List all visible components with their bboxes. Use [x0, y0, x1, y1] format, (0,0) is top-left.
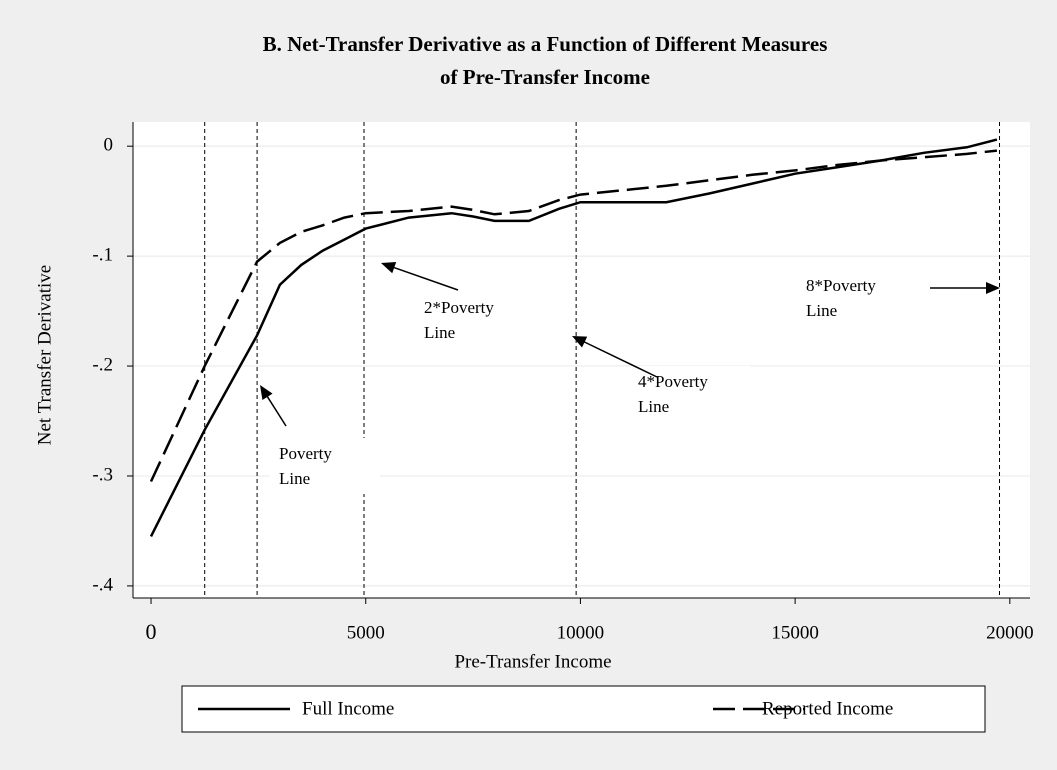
legend: [181, 685, 986, 733]
x-tick-label: 10000: [557, 622, 605, 643]
annotation-text: Line: [424, 323, 455, 342]
annotation-background: [630, 366, 750, 422]
y-tick-label: 0: [104, 135, 114, 156]
annotation-arrowhead: [986, 282, 1000, 294]
x-axis-label: Pre-Transfer Income: [454, 651, 611, 672]
annotation-background: [270, 438, 380, 494]
y-tick-label: -.4: [92, 574, 113, 595]
annotation-arrowhead: [572, 336, 588, 348]
annotation-background: [800, 270, 900, 326]
x-tick-label: 15000: [771, 622, 819, 643]
series-line: [149, 138, 998, 537]
legend-label: Full Income: [302, 698, 394, 719]
annotation-text: 2*Poverty: [424, 298, 494, 317]
annotation-text: 8*Poverty: [806, 276, 876, 295]
y-tick-label: -.1: [92, 244, 113, 265]
series-line: [149, 149, 998, 483]
annotation-text: Poverty: [279, 444, 332, 463]
annotation-arrowhead: [381, 261, 397, 274]
chart-subtitle: of Pre-Transfer Income: [440, 65, 650, 89]
y-tick-label: -.2: [92, 354, 113, 375]
annotation-text: Line: [638, 397, 669, 416]
annotation-arrow: [391, 265, 459, 291]
x-tick-label: 5000: [347, 622, 385, 643]
annotation-arrow: [581, 340, 658, 378]
y-axis-label: Net Transfer Derivative: [34, 265, 55, 445]
x-tick-label: 0: [146, 619, 157, 644]
y-tick-label: -.3: [92, 464, 113, 485]
chart-title: B. Net-Transfer Derivative as a Function…: [263, 32, 828, 56]
annotation-arrowhead: [260, 385, 273, 401]
legend-label: Reported Income: [762, 698, 893, 719]
annotation-text: Line: [806, 301, 837, 320]
x-tick-label: 20000: [986, 622, 1034, 643]
annotation-arrow: [265, 394, 287, 427]
annotation-text: Line: [279, 469, 310, 488]
annotation-text: 4*Poverty: [638, 372, 708, 391]
annotation-background: [415, 268, 535, 358]
